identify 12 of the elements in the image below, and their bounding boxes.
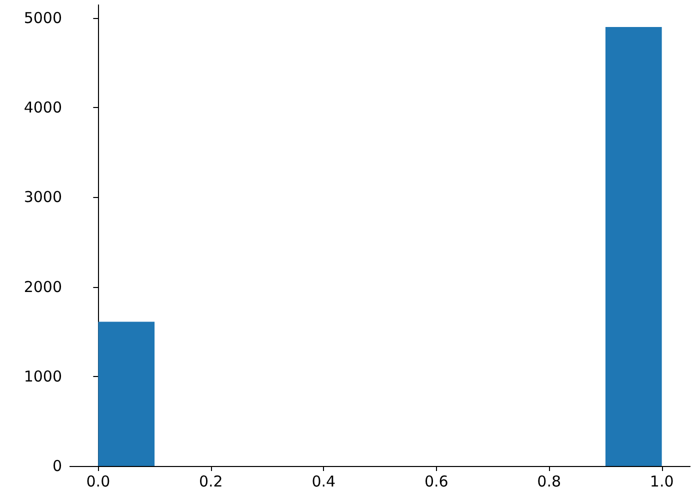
x-tick-label: 0.8 <box>537 472 562 490</box>
y-tick-label: 4000 <box>24 98 62 117</box>
x-tick-label: 0.0 <box>86 472 110 490</box>
x-tick-label: 0.6 <box>424 472 448 490</box>
y-tick-label: 5000 <box>24 8 62 27</box>
y-tick-label: 2000 <box>24 278 62 296</box>
x-tick-label: 0.4 <box>312 472 336 490</box>
y-tick-label: 3000 <box>24 188 62 206</box>
x-tick-label: 1.0 <box>650 472 674 490</box>
y-tick-label: 0 <box>52 457 62 475</box>
x-tick-label: 0.2 <box>198 472 223 490</box>
y-tick-label: 1000 <box>24 367 62 386</box>
